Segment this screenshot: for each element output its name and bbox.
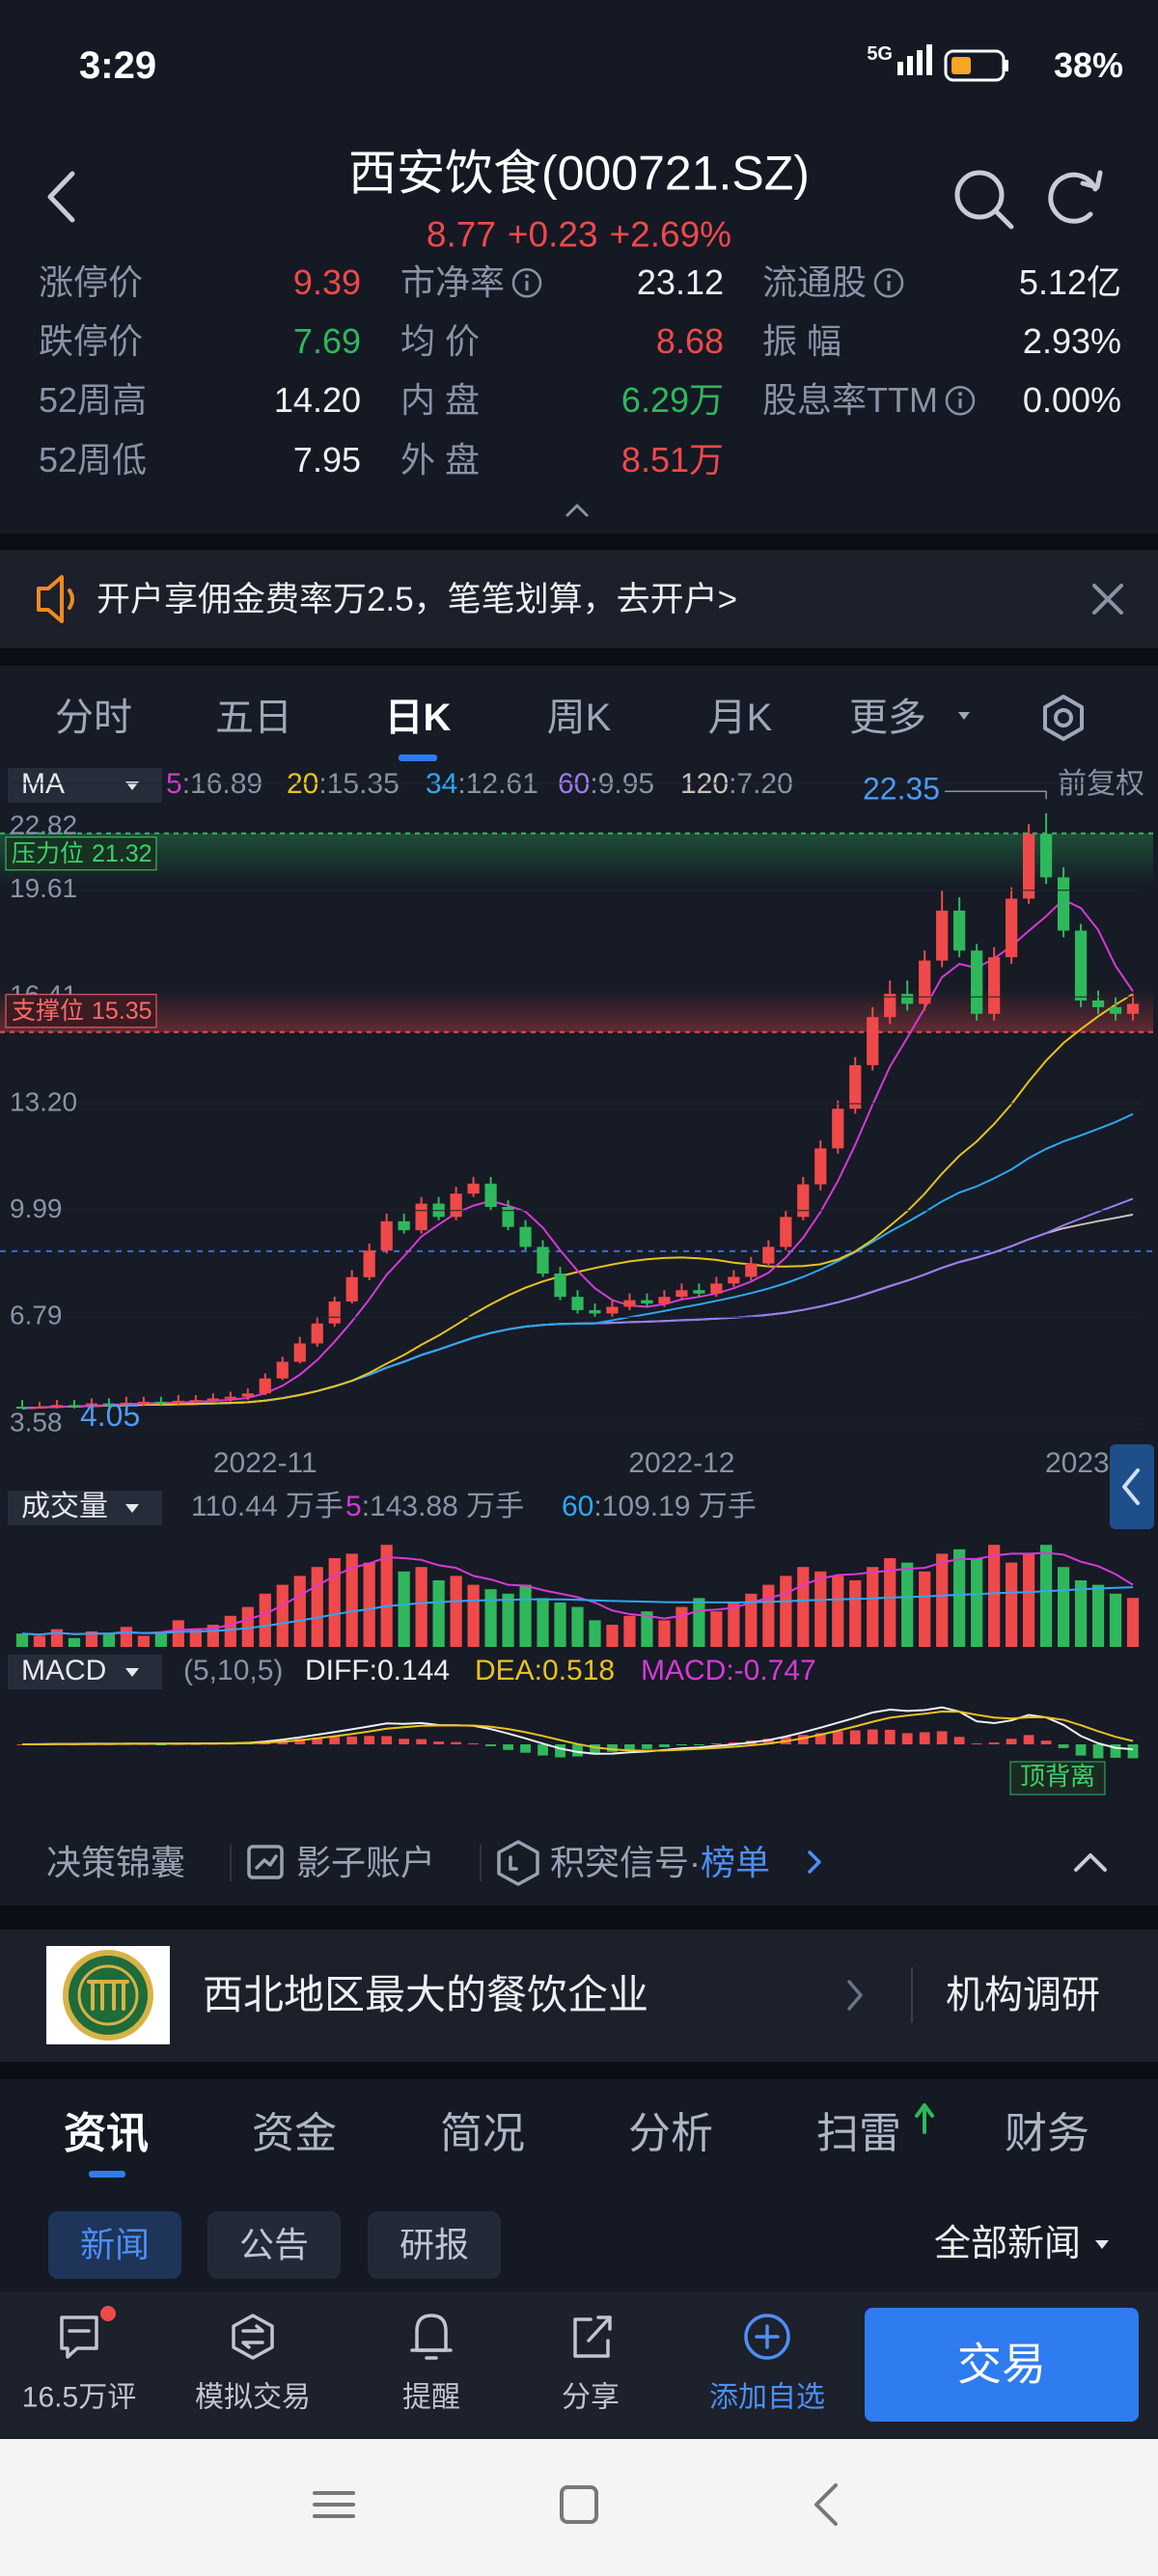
sub-tab[interactable]: 研报 — [399, 2225, 470, 2265]
bottom-label[interactable]: 提醒 — [402, 2381, 460, 2414]
promo-banner[interactable] — [0, 550, 1158, 648]
chart-panel — [0, 666, 1158, 1905]
system-nav — [0, 2439, 1158, 2576]
info-panel — [0, 2079, 1158, 2291]
price-line: 8.77 +0.23 +2.69% — [426, 214, 732, 256]
info-icon[interactable] — [872, 266, 905, 299]
tool-item[interactable]: 积突信号·榜单 — [550, 1843, 771, 1883]
stat-value: 8.51万 — [620, 440, 724, 480]
stat-label: 流通股 — [762, 263, 905, 302]
bottom-label[interactable]: 添加自选 — [709, 2381, 825, 2414]
stat-label: 股息率TTM — [762, 381, 977, 420]
info-icon[interactable] — [944, 384, 977, 417]
stat-value: 0.00% — [1022, 380, 1121, 421]
chart-tab[interactable]: 月K — [707, 697, 773, 739]
separator — [0, 648, 1158, 666]
chart-tab[interactable]: 更多 — [849, 697, 926, 739]
stat-value: 2.93% — [1022, 321, 1121, 362]
stat-label: 52周低 — [39, 440, 148, 480]
divider — [230, 1845, 232, 1881]
quote-change: +0.23 — [507, 214, 598, 255]
sub-tab-pill[interactable] — [207, 2211, 341, 2279]
stat-label: 市净率 — [400, 263, 543, 302]
chart-tab[interactable]: 周K — [546, 697, 612, 739]
stock-title: 西安饮食(000721.SZ) — [348, 146, 810, 201]
separator — [0, 534, 1158, 550]
stat-label: 跌停价 — [39, 321, 144, 362]
clock: 3:29 — [79, 44, 157, 87]
trade-button[interactable] — [865, 2308, 1139, 2422]
chart-tab[interactable]: 日K — [384, 697, 452, 739]
tool-item[interactable]: 决策锦囊 — [46, 1843, 186, 1883]
stat-value: 7.95 — [292, 440, 361, 480]
bottom-label[interactable]: 模拟交易 — [195, 2381, 311, 2414]
sub-tab[interactable]: 新闻 — [79, 2225, 151, 2265]
info-icon[interactable] — [510, 266, 543, 299]
stat-value: 9.39 — [292, 262, 361, 303]
bottom-label[interactable]: 16.5万评 — [21, 2381, 137, 2414]
stat-value: 7.69 — [292, 321, 361, 362]
company-tagline: 西北地区最大的餐饮企业 — [203, 1971, 649, 2017]
quote-change_pct: +2.69% — [609, 214, 732, 255]
sub-tab-pill[interactable] — [368, 2211, 501, 2279]
stat-label: 涨停价 — [39, 262, 144, 303]
stat-label: 外 盘 — [400, 440, 481, 480]
info-tab[interactable]: 财务 — [1005, 2109, 1089, 2157]
sub-tab-pill[interactable] — [48, 2211, 181, 2279]
separator — [0, 1905, 1158, 1930]
trade-label[interactable]: 交易 — [957, 2339, 1046, 2390]
stat-label: 52周高 — [39, 380, 148, 421]
stat-value: 23.12 — [636, 262, 724, 303]
banner-text: 开户享佣金费率万2.5，笔笔划算，去开户> — [96, 580, 738, 618]
bottom-label[interactable]: 分享 — [562, 2381, 620, 2414]
info-tab[interactable]: 扫雷 — [816, 2109, 901, 2157]
stat-label: 振 幅 — [762, 321, 842, 362]
network: 5G — [867, 43, 893, 65]
info-tab[interactable]: 分析 — [628, 2109, 713, 2157]
divider — [480, 1845, 482, 1881]
tool-item[interactable]: 影子账户 — [296, 1843, 436, 1883]
quote-price: 8.77 — [426, 214, 496, 255]
sub-tab[interactable]: 公告 — [238, 2225, 310, 2265]
info-tab[interactable]: 资金 — [252, 2109, 337, 2157]
stat-label: 均 价 — [400, 321, 481, 362]
stat-label: 内 盘 — [400, 380, 481, 421]
tool-link: 榜单 — [701, 1843, 771, 1883]
company-action[interactable]: 机构调研 — [946, 1974, 1100, 2016]
info-tab[interactable]: 资讯 — [64, 2109, 149, 2157]
battery-level: 38% — [1053, 45, 1124, 86]
stat-value: 5.12亿 — [1018, 262, 1121, 303]
chart-tab[interactable]: 分时 — [55, 697, 132, 739]
stat-value: 6.29万 — [620, 380, 724, 421]
news-filter[interactable]: 全部新闻 — [933, 2224, 1081, 2265]
stat-value: 14.20 — [273, 380, 361, 421]
company-row[interactable] — [0, 1930, 1158, 2062]
stat-value: 8.68 — [655, 321, 724, 362]
separator — [0, 2062, 1158, 2079]
chart-tab[interactable]: 五日 — [215, 697, 292, 739]
quote-panel — [0, 0, 1158, 534]
info-tab[interactable]: 简况 — [440, 2109, 525, 2157]
